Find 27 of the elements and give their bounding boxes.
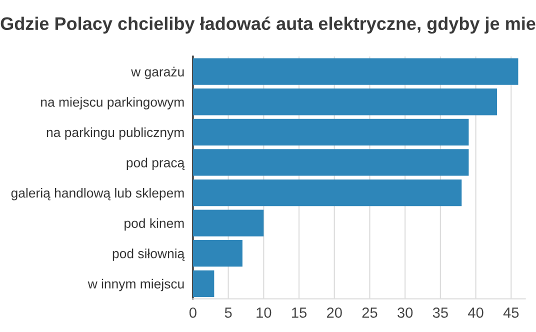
- x-tick-label: 10: [256, 308, 272, 318]
- x-tick-label: 45: [503, 308, 519, 318]
- bar: [192, 210, 264, 236]
- y-tick-label: w garażu: [131, 66, 184, 80]
- x-tick-label: 20: [326, 308, 342, 318]
- x-tick-label: 0: [189, 308, 196, 318]
- y-tick-label: na miejscu parkingowym: [41, 97, 184, 110]
- x-tick-label: 15: [292, 308, 307, 318]
- bar: [192, 88, 497, 116]
- x-tick-label: 5: [224, 308, 232, 318]
- y-tick-label: pod siłownią: [112, 248, 185, 261]
- chart-title: Gdzie Polacy chcieliby ładować auta elektryczne, gdyby je mie: [0, 16, 536, 34]
- x-tick-label: 40: [468, 308, 484, 318]
- y-tick-label: galerią handlową lub sklepem: [11, 188, 184, 200]
- bar: [192, 58, 518, 85]
- y-tick-label: w innym miejscu: [88, 278, 184, 292]
- bar: [192, 179, 462, 206]
- x-tick-label: 35: [432, 308, 448, 318]
- x-tick-label: 25: [362, 308, 378, 318]
- bar: [192, 240, 242, 267]
- bar: [192, 118, 469, 146]
- y-tick-label: pod kinem: [124, 218, 184, 231]
- bar: [192, 149, 469, 176]
- y-tick-label: pod pracą: [126, 158, 185, 170]
- x-tick-label: 30: [398, 308, 413, 318]
- bar: [192, 270, 214, 297]
- y-tick-label: na parkingu publicznym: [46, 127, 184, 140]
